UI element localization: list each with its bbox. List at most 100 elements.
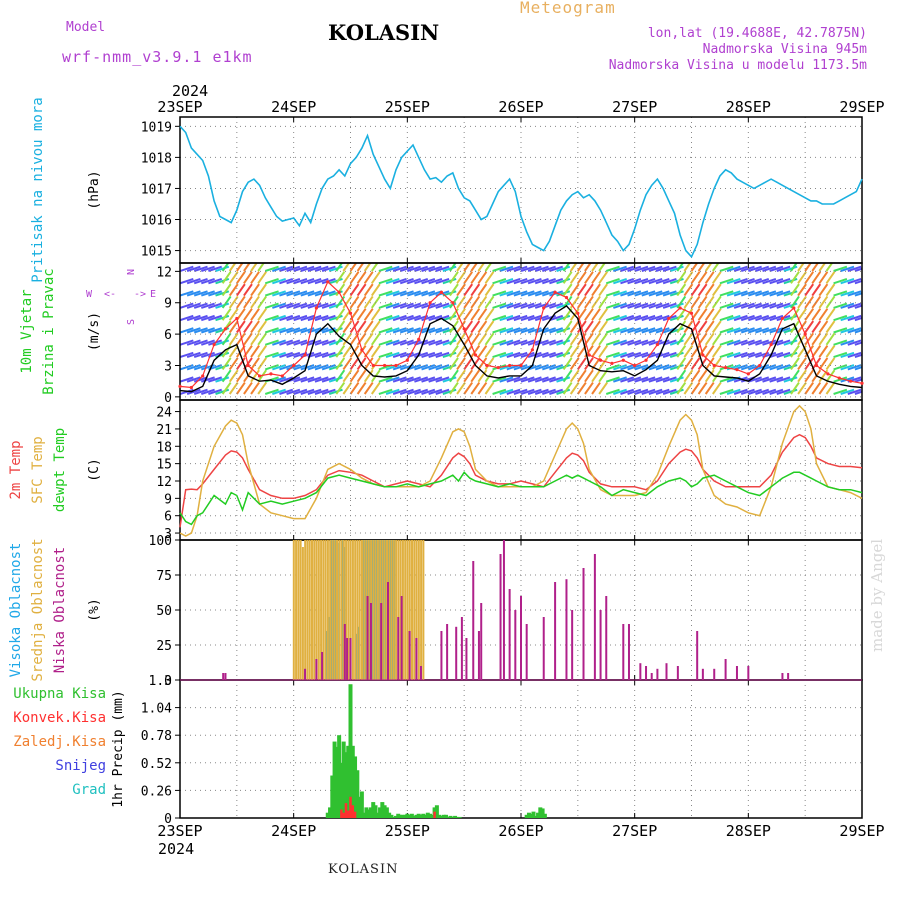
wind-arrow: [733, 302, 748, 309]
wind-arrow: [704, 345, 715, 358]
wind-arrow: [470, 263, 479, 272]
wind-ytick-label: 9: [164, 297, 172, 312]
wind-arrow: [613, 302, 627, 309]
wind-arrow: [527, 364, 542, 371]
wind-arrow: [414, 290, 429, 297]
wind-arrow: [208, 265, 223, 272]
wind-arrow: [605, 278, 620, 285]
wind-arrow: [690, 263, 699, 272]
wind-arrow: [726, 314, 741, 322]
wind-arrow: [477, 308, 488, 321]
wind-arrow: [527, 278, 542, 285]
wind-arrow: [569, 320, 580, 334]
wind-arrow: [215, 302, 230, 309]
wind-arrow: [840, 302, 855, 309]
wind-gust-line-point: [462, 327, 466, 331]
wind-arrow: [363, 332, 374, 346]
wind-arrow: [783, 314, 798, 322]
wind-arrow: [370, 357, 381, 370]
wind-arrow: [825, 332, 836, 346]
wind-arrow: [208, 327, 223, 334]
wind-arrow: [748, 339, 762, 346]
wind-arrow: [228, 263, 237, 272]
wind-gust-line-point: [780, 316, 785, 321]
low-cloud-bar: [477, 631, 480, 680]
wind-arrow: [314, 351, 329, 359]
wind-arrow: [790, 369, 800, 383]
precip-ytick-label: 0: [164, 812, 172, 827]
wind-arrow: [421, 364, 436, 371]
wind-arrow: [243, 320, 253, 334]
wind-gust-line-point: [371, 363, 375, 368]
wind-arrow: [669, 376, 684, 383]
wind-arrow: [669, 265, 684, 272]
total-precip-bar: [403, 814, 408, 818]
wind-arrow: [385, 278, 400, 285]
wind-gust-line-point: [542, 306, 546, 310]
wind-gust-line-point: [189, 385, 193, 390]
wind-arrow: [690, 332, 701, 346]
wind-arrow: [676, 263, 685, 272]
wind-arrow: [740, 278, 755, 285]
mid-cloud-bar: [408, 540, 411, 680]
wind-arrow: [833, 376, 848, 383]
wind-arrow: [484, 295, 495, 309]
wind-arrow: [542, 364, 556, 371]
wind-arrow: [279, 290, 294, 297]
wind-arrow: [697, 271, 708, 284]
wind-arrow: [719, 302, 734, 309]
wind-arrow: [221, 369, 232, 383]
wind-arrow: [811, 263, 820, 272]
wind-arrow: [783, 339, 798, 346]
wind-arrow: [300, 364, 315, 371]
wind-arrow: [676, 332, 687, 346]
total-precip-bar: [405, 813, 410, 818]
wind-arrow: [527, 327, 542, 334]
wind-arrow: [556, 278, 571, 285]
wind-arrow: [314, 376, 329, 383]
wind-arrow: [733, 339, 748, 346]
wind-arrow: [201, 278, 215, 285]
wind-arrow: [711, 381, 722, 395]
wind-arrow: [236, 332, 246, 346]
mid-cloud-bar: [299, 540, 302, 680]
pressure-ylabel: (hPa): [87, 170, 102, 209]
wind-arrow: [847, 388, 862, 395]
wind-arrow: [598, 332, 608, 346]
total-precip-bar: [416, 813, 421, 818]
wind-arrow: [321, 290, 336, 297]
wind-arrow: [378, 388, 393, 395]
wind-arrow: [825, 308, 836, 321]
wind-arrow: [328, 327, 343, 334]
wind-arrow: [704, 295, 715, 309]
total-precip-bar: [448, 815, 453, 818]
total-precip-bar: [542, 813, 547, 818]
wind-arrow: [840, 265, 855, 272]
wind-arrow: [740, 364, 755, 371]
wind-arrow: [833, 327, 848, 334]
wind-ytick-label: 12: [156, 265, 172, 280]
wind-arrow: [797, 357, 807, 370]
low-cloud-bar: [582, 568, 585, 680]
wind-arrow: [776, 265, 791, 272]
low-cloud-bar: [472, 561, 475, 680]
wind-arrow: [719, 388, 734, 395]
pressure-ytick-label: 1019: [141, 120, 172, 135]
wind-arrow: [180, 327, 194, 334]
wind-arrow: [783, 265, 798, 272]
wind-arrow: [676, 381, 687, 395]
wind-arrow: [484, 271, 495, 284]
date-label-top: 23SEP: [157, 98, 202, 116]
total-precip-bar: [368, 807, 373, 818]
low-cloud-bar: [369, 603, 372, 680]
wind-arrow: [300, 265, 315, 272]
wind-arrow: [363, 357, 374, 370]
wind-arrow: [620, 290, 635, 297]
wind-arrow: [711, 308, 722, 321]
wind-arrow: [833, 290, 848, 297]
mid-cloud-bar: [411, 540, 414, 680]
wind-arrow: [847, 351, 862, 359]
wind-arrow: [641, 314, 656, 322]
pressure-ytick-label: 1017: [141, 182, 172, 197]
wind-arrow: [499, 351, 514, 359]
